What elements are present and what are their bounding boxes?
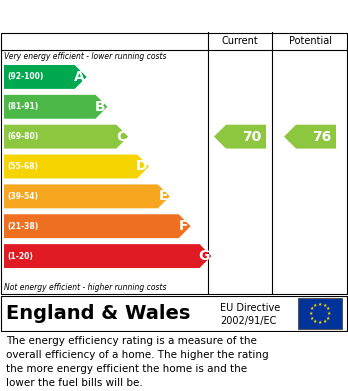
Text: (21-38): (21-38) <box>7 222 38 231</box>
Text: (55-68): (55-68) <box>7 162 38 171</box>
Text: ★: ★ <box>323 319 327 324</box>
Text: ★: ★ <box>326 316 330 321</box>
Text: ★: ★ <box>309 311 313 316</box>
Text: Current: Current <box>222 36 258 46</box>
Text: ★: ★ <box>318 302 322 307</box>
Text: 2002/91/EC: 2002/91/EC <box>220 316 276 326</box>
Text: A: A <box>74 70 85 84</box>
Text: 76: 76 <box>313 130 332 143</box>
Text: England & Wales: England & Wales <box>6 304 190 323</box>
Text: G: G <box>198 249 209 263</box>
Polygon shape <box>4 65 87 89</box>
Text: C: C <box>116 130 126 143</box>
Text: ★: ★ <box>323 303 327 308</box>
Polygon shape <box>214 125 266 149</box>
Text: B: B <box>95 100 105 114</box>
Text: D: D <box>136 160 147 174</box>
Text: Very energy efficient - lower running costs: Very energy efficient - lower running co… <box>4 52 166 61</box>
Text: F: F <box>179 219 189 233</box>
Text: E: E <box>158 189 168 203</box>
Text: ★: ★ <box>318 320 322 325</box>
Text: Not energy efficient - higher running costs: Not energy efficient - higher running co… <box>4 283 166 292</box>
Text: 70: 70 <box>242 130 262 143</box>
Text: The energy efficiency rating is a measure of the
overall efficiency of a home. T: The energy efficiency rating is a measur… <box>6 336 269 388</box>
Text: ★: ★ <box>313 319 317 324</box>
Text: Energy Efficiency Rating: Energy Efficiency Rating <box>14 7 243 25</box>
Polygon shape <box>4 95 108 119</box>
Text: (92-100): (92-100) <box>7 72 44 81</box>
Text: Potential: Potential <box>288 36 332 46</box>
Text: ★: ★ <box>310 307 314 311</box>
Polygon shape <box>4 244 212 268</box>
Text: (69-80): (69-80) <box>7 132 38 141</box>
Polygon shape <box>4 214 191 238</box>
Bar <box>298 298 342 329</box>
Text: (81-91): (81-91) <box>7 102 38 111</box>
Text: ★: ★ <box>313 303 317 308</box>
Polygon shape <box>4 185 170 208</box>
Polygon shape <box>4 125 128 149</box>
Text: EU Directive: EU Directive <box>220 303 280 313</box>
Text: (39-54): (39-54) <box>7 192 38 201</box>
Text: (1-20): (1-20) <box>7 251 33 260</box>
Text: ★: ★ <box>310 316 314 321</box>
Text: ★: ★ <box>326 307 330 311</box>
Polygon shape <box>4 154 149 178</box>
Text: ★: ★ <box>327 311 332 316</box>
Polygon shape <box>284 125 336 149</box>
